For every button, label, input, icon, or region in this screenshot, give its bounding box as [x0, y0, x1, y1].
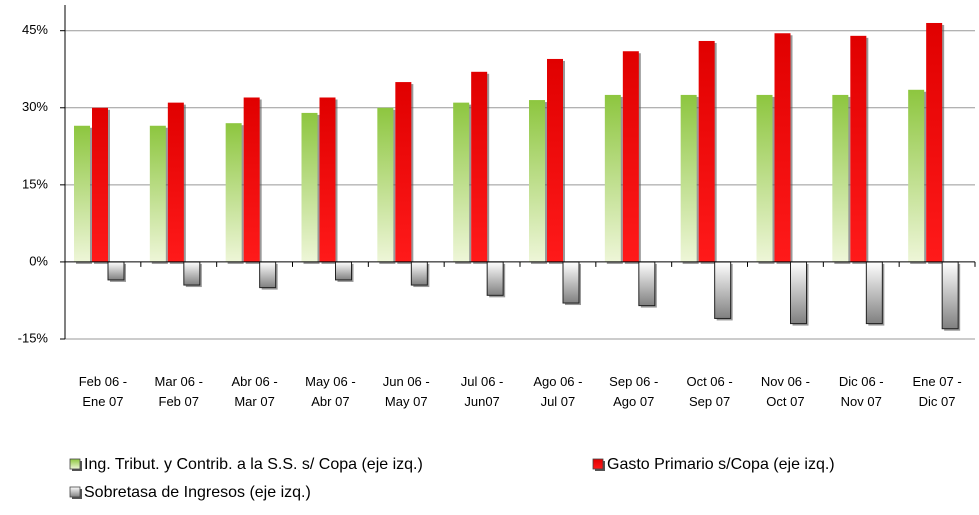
bar — [714, 261, 732, 319]
bar — [149, 125, 166, 262]
y-tick-label: 45% — [22, 22, 48, 37]
bar — [471, 71, 488, 262]
x-tick-label: Feb 06 -Ene 07 — [79, 374, 127, 409]
legend-swatch — [69, 458, 81, 470]
bar — [941, 261, 959, 330]
legend-label: Sobretasa de Ingresos (eje izq.) — [84, 484, 311, 501]
bar — [680, 94, 697, 262]
bar — [225, 123, 242, 262]
legend-swatch — [69, 486, 81, 498]
bar — [319, 97, 336, 262]
bar — [622, 51, 639, 262]
bar — [301, 112, 318, 262]
bar — [167, 102, 184, 262]
bar — [183, 261, 201, 286]
bar — [335, 261, 352, 281]
bar — [774, 33, 791, 262]
bar — [850, 35, 867, 262]
bar — [529, 100, 545, 262]
bar — [698, 40, 715, 262]
bar — [377, 107, 394, 262]
bar — [832, 94, 849, 262]
bar — [908, 89, 925, 262]
x-tick-label: Ene 07 -Dic 07 — [913, 374, 962, 409]
bar — [604, 94, 621, 262]
x-tick-label: Jul 06 -Jun07 — [461, 374, 504, 409]
legend-swatch — [592, 458, 604, 470]
y-tick-label: 0% — [29, 253, 48, 268]
bar — [926, 22, 943, 262]
x-tick-label: Oct 06 -Sep 07 — [686, 374, 732, 409]
x-tick-label: Nov 06 -Oct 07 — [761, 374, 810, 409]
bar — [395, 82, 412, 262]
x-tick-label: Jun 06 -May 07 — [383, 374, 430, 409]
legend-label: Ing. Tribut. y Contrib. a la S.S. s/ Cop… — [84, 456, 423, 473]
bar — [243, 97, 260, 262]
x-tick-label: Dic 06 -Nov 07 — [839, 374, 884, 409]
x-tick-label: May 06 -Abr 07 — [305, 374, 356, 409]
x-tick-label: Sep 06 -Ago 07 — [609, 374, 658, 409]
bar — [547, 58, 563, 262]
legend-label: Gasto Primario s/Copa (eje izq.) — [607, 456, 835, 473]
x-tick-label: Ago 06 -Jul 07 — [533, 374, 582, 409]
bar — [638, 261, 656, 307]
bar — [410, 261, 428, 286]
x-tick-label: Mar 06 -Feb 07 — [155, 374, 203, 409]
bar — [259, 261, 277, 289]
bar — [756, 94, 773, 262]
bar — [562, 261, 580, 304]
x-tick-label: Abr 06 -Mar 07 — [231, 374, 277, 409]
y-tick-label: -15% — [18, 330, 49, 345]
bar — [453, 102, 470, 262]
bar — [92, 107, 108, 262]
bar — [74, 125, 90, 262]
bar — [790, 261, 807, 325]
bar — [486, 261, 504, 296]
bar — [107, 261, 125, 281]
y-tick-label: 15% — [22, 176, 48, 191]
y-tick-label: 30% — [22, 99, 48, 114]
bar — [865, 261, 883, 325]
